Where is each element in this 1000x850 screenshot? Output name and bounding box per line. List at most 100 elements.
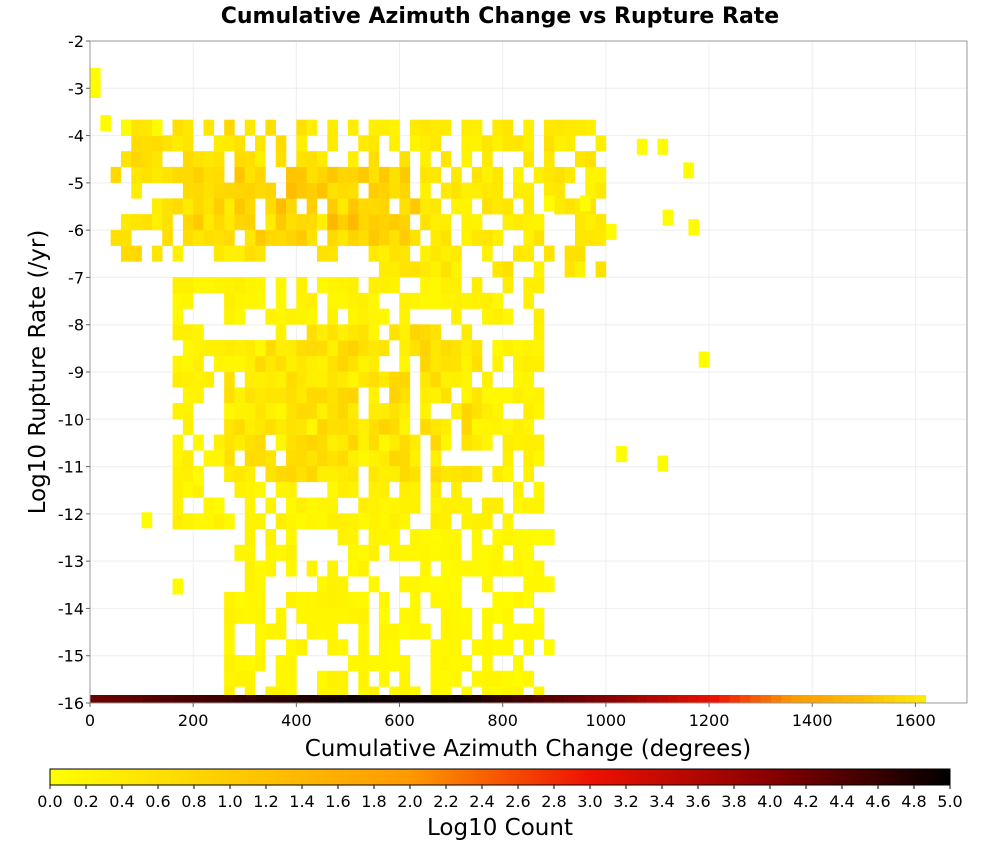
colorbar-ticks: 0.0 0.2 0.4 0.6 0.8 1.0 1.2 1.4 1.6 1.8 2.0 2.2 2.4 2… xyxy=(37,785,963,811)
heatmap-cell xyxy=(533,403,545,420)
heatmap-cell-bottom xyxy=(306,695,318,703)
heatmap-cell xyxy=(399,308,411,325)
heatmap-cell xyxy=(193,324,204,341)
heatmap-cell xyxy=(399,182,411,199)
heatmap-cell xyxy=(399,513,411,530)
heatmap-cell xyxy=(337,481,349,498)
heatmap-cell xyxy=(327,340,338,357)
heatmap-cell xyxy=(461,418,473,435)
heatmap-cell xyxy=(389,277,400,294)
heatmap-cell xyxy=(347,166,359,183)
heatmap-cell xyxy=(316,466,328,483)
heatmap-cell xyxy=(502,198,514,215)
heatmap-cell xyxy=(389,686,400,703)
heatmap-cell xyxy=(471,418,483,435)
heatmap-cell xyxy=(368,292,380,309)
heatmap-cell xyxy=(513,371,524,388)
heatmap-cell-bottom xyxy=(760,695,772,703)
heatmap-cell xyxy=(389,229,400,246)
heatmap-cell xyxy=(471,434,483,451)
heatmap-cell xyxy=(420,340,431,357)
heatmap-cell xyxy=(234,340,246,357)
heatmap-cell xyxy=(203,214,215,231)
heatmap-cell xyxy=(451,371,462,388)
heatmap-cell xyxy=(151,245,163,262)
heatmap-cell xyxy=(378,166,390,183)
heatmap-cell xyxy=(378,481,390,498)
heatmap-cell xyxy=(492,466,504,483)
heatmap-cell xyxy=(151,214,163,231)
heatmap-cell xyxy=(255,277,266,294)
heatmap-cell xyxy=(203,371,215,388)
heatmap-cell xyxy=(296,119,307,136)
heatmap-cell xyxy=(347,119,359,136)
heatmap-cell xyxy=(347,182,359,199)
heatmap-cell xyxy=(513,387,524,404)
colorbar-tick-label: 4.8 xyxy=(901,792,926,811)
heatmap-cell xyxy=(347,434,359,451)
heatmap-cell xyxy=(244,229,256,246)
heatmap-cell xyxy=(430,481,442,498)
heatmap-cell-bottom xyxy=(327,695,338,703)
heatmap-cell xyxy=(554,166,565,183)
heatmap-cell xyxy=(327,277,338,294)
heatmap-cell xyxy=(420,324,431,341)
heatmap-cell xyxy=(461,434,473,451)
heatmap-cell xyxy=(316,513,328,530)
heatmap-cell xyxy=(461,560,473,577)
heatmap-cell xyxy=(327,686,338,703)
heatmap-cell-bottom xyxy=(688,695,700,703)
heatmap-cell xyxy=(471,277,483,294)
y-tick-label: -10 xyxy=(58,410,84,429)
colorbar-tick-label: 3.2 xyxy=(613,792,638,811)
heatmap-cell xyxy=(461,607,473,624)
heatmap-cell xyxy=(471,229,483,246)
heatmap-cell xyxy=(234,355,246,372)
heatmap-cell-bottom xyxy=(750,695,761,703)
heatmap-cell xyxy=(347,481,359,498)
heatmap-cell xyxy=(440,639,452,656)
heatmap-cell xyxy=(451,308,462,325)
heatmap-cell-bottom xyxy=(409,695,421,703)
heatmap-cell xyxy=(564,135,576,152)
heatmap-cell xyxy=(306,418,318,435)
heatmap-cell xyxy=(492,497,504,514)
y-tick-label: -4 xyxy=(68,127,84,146)
heatmap-cell xyxy=(151,198,163,215)
heatmap-cell-bottom xyxy=(585,695,596,703)
heatmap-cell-bottom xyxy=(894,695,906,703)
heatmap-cell xyxy=(327,513,338,530)
heatmap-cell xyxy=(409,434,421,451)
heatmap-cell xyxy=(286,450,297,467)
heatmap-cell xyxy=(358,450,369,467)
x-tick-label: 600 xyxy=(384,711,415,730)
heatmap-cell xyxy=(316,497,328,514)
heatmap-cell xyxy=(471,544,483,561)
heatmap-cell xyxy=(244,292,256,309)
heatmap-cell xyxy=(120,229,132,246)
heatmap-cell xyxy=(316,403,328,420)
heatmap-cell xyxy=(471,529,483,546)
heatmap-cell xyxy=(224,119,235,136)
heatmap-cell xyxy=(182,277,194,294)
heatmap-cell xyxy=(471,135,483,152)
heatmap-cell xyxy=(492,355,504,372)
heatmap-cell xyxy=(399,387,411,404)
heatmap-cell xyxy=(523,544,534,561)
heatmap-cell xyxy=(193,277,204,294)
heatmap-cell-bottom xyxy=(513,695,524,703)
heatmap-cell-bottom xyxy=(430,695,442,703)
heatmap-cell xyxy=(275,607,287,624)
heatmap-cell xyxy=(182,151,194,168)
heatmap-cell xyxy=(368,513,380,530)
heatmap-cell xyxy=(574,119,586,136)
heatmap-cell xyxy=(533,686,545,703)
heatmap-cell xyxy=(492,607,504,624)
heatmap-cell xyxy=(193,182,204,199)
heatmap-cell xyxy=(471,387,483,404)
x-axis-ticks: 0 200 400 600 800 1000 1200 1400 1600 xyxy=(85,703,936,730)
heatmap-cell xyxy=(110,229,122,246)
heatmap-cell xyxy=(440,686,452,703)
heatmap-cell xyxy=(492,529,504,546)
heatmap-cell xyxy=(213,198,225,215)
